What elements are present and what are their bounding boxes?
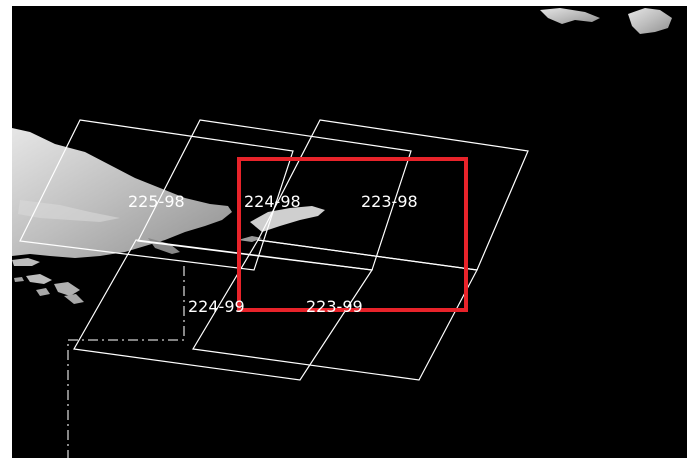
northern-landmass [540,8,672,34]
label-223-99: 223-99 [306,297,363,316]
boundary-line [67,266,185,458]
tierra-del-fuego-landmass [12,128,325,304]
scene-footprints [19,119,529,381]
footprint-223-99[interactable] [192,239,478,381]
label-224-99: 224-99 [188,297,245,316]
label-224-98: 224-98 [244,192,301,211]
footprint-225-98[interactable] [19,119,294,271]
label-225-98: 225-98 [128,192,185,211]
footprint-224-99[interactable] [73,239,374,381]
label-223-98: 223-98 [361,192,418,211]
selection-rectangle[interactable] [237,157,468,312]
